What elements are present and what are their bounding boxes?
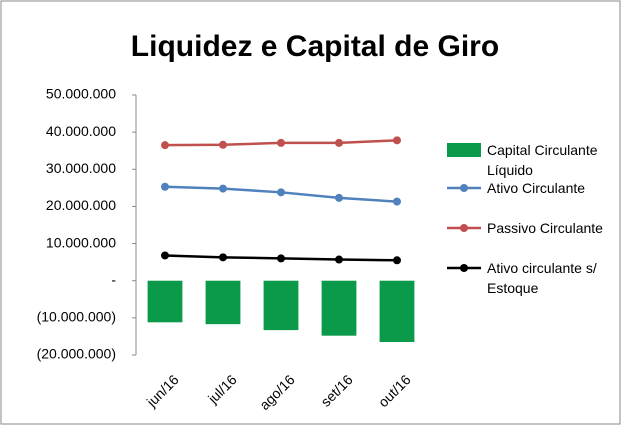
y-tick-label: (20.000.000) (37, 346, 116, 362)
legend-label: Passivo Circulante (487, 220, 603, 236)
marker (335, 138, 343, 147)
marker (161, 251, 169, 260)
marker (277, 188, 285, 197)
y-tick-label: 10.000.000 (46, 234, 116, 250)
marker (277, 254, 285, 263)
bar (205, 280, 241, 325)
legend-label: Ativo Circulante (487, 180, 586, 196)
marker (219, 184, 227, 193)
legend-swatch (447, 143, 481, 157)
y-tick-label: (10.000.000) (37, 309, 116, 325)
marker (219, 253, 227, 262)
y-tick-label: 20.000.000 (46, 197, 116, 213)
marker (335, 193, 343, 202)
marker (161, 141, 169, 150)
legend-marker (460, 224, 468, 232)
y-tick-label: 50.000.000 (46, 86, 116, 102)
y-tick-label: 40.000.000 (46, 123, 116, 139)
marker (393, 197, 401, 206)
marker (335, 255, 343, 264)
legend-marker (460, 184, 468, 192)
chart-title: Liquidez e Capital de Giro (131, 30, 499, 63)
marker (393, 256, 401, 265)
legend-label: Ativo circulante s/ Estoque (487, 260, 597, 296)
bar (147, 280, 183, 323)
marker (219, 140, 227, 149)
bar (263, 280, 299, 331)
bar (379, 280, 415, 342)
legend-marker (460, 264, 468, 272)
bar (321, 280, 357, 336)
y-tick-label: - (111, 271, 116, 287)
marker (277, 138, 285, 147)
marker (393, 136, 401, 145)
y-tick-label: 30.000.000 (46, 160, 116, 176)
legend-label: Capital Circulante Líquido (487, 142, 598, 178)
marker (161, 182, 169, 191)
